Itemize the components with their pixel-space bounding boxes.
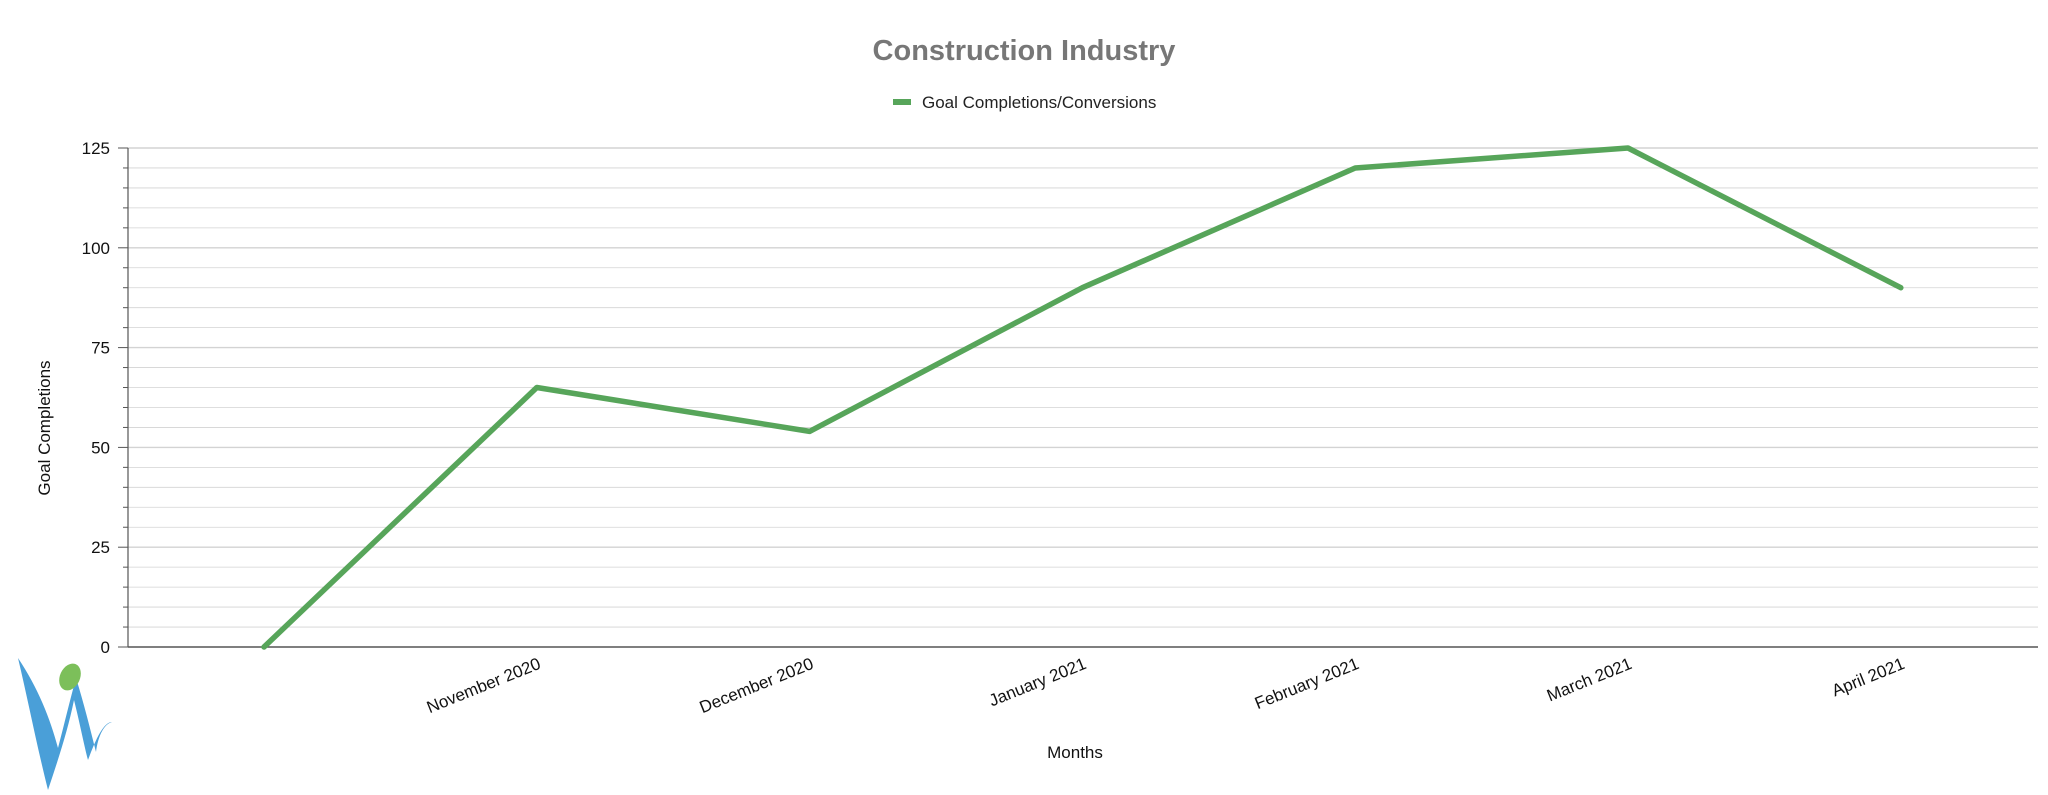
- x-tick-labels: November 2020 December 2020 January 2021 Fe…: [424, 654, 1907, 717]
- y-tick-label: 50: [91, 438, 110, 457]
- x-tick-label: November 2020: [424, 654, 543, 717]
- axes: [118, 147, 2038, 648]
- gridlines: [128, 147, 2038, 628]
- y-tick-label: 125: [82, 139, 110, 158]
- company-logo-icon: [18, 658, 112, 790]
- x-tick-label: February 2021: [1252, 654, 1362, 713]
- y-tick-label: 100: [82, 239, 110, 258]
- y-tick-label: 75: [91, 339, 110, 358]
- y-tick-label: 0: [101, 638, 110, 657]
- y-tick-label: 25: [91, 538, 110, 557]
- legend: Goal Completions/Conversions: [893, 93, 1156, 112]
- x-tick-label: December 2020: [697, 654, 816, 717]
- legend-swatch: [893, 99, 911, 105]
- legend-label: Goal Completions/Conversions: [922, 93, 1156, 112]
- series-line: [261, 145, 1904, 650]
- x-tick-label: January 2021: [986, 654, 1089, 710]
- chart-title: Construction Industry: [873, 35, 1176, 67]
- series-lines: [261, 145, 1904, 650]
- y-axis-title: Goal Completions: [35, 360, 54, 495]
- y-tick-labels: 0 25 50 75 100 125: [82, 139, 110, 657]
- x-tick-label: March 2021: [1544, 654, 1634, 705]
- x-axis-title: Months: [1047, 743, 1103, 762]
- x-tick-label: April 2021: [1829, 654, 1907, 700]
